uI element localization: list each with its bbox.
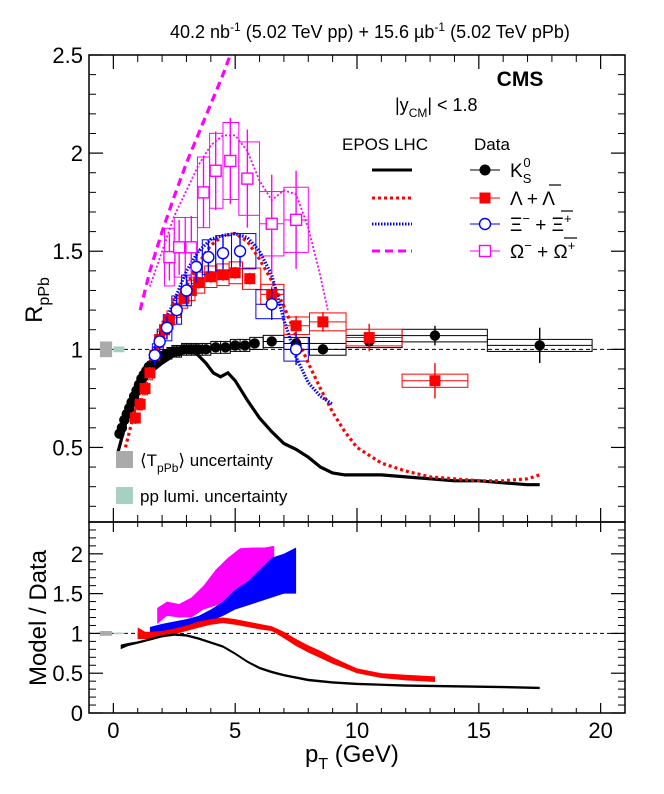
xi-point xyxy=(160,321,174,334)
ratio-band-3 xyxy=(157,545,275,624)
legend-k0s-label: KS0 xyxy=(510,155,532,186)
xi-point xyxy=(216,246,230,260)
omega-point xyxy=(197,186,210,199)
tppb-uncertainty-swatch xyxy=(116,451,133,468)
lambda-point xyxy=(144,367,156,379)
k0s-point xyxy=(116,422,128,434)
ratio-band-1 xyxy=(137,617,435,682)
legend-lam-label: Λ + Λ xyxy=(510,189,555,210)
lambda-point xyxy=(363,332,375,344)
cms-label: CMS xyxy=(497,68,544,91)
epos-curve-4 xyxy=(138,55,232,311)
bottom-y-tick-label: 2 xyxy=(71,542,83,567)
omega-point xyxy=(241,172,254,185)
bottom-y-tick-label: 1.5 xyxy=(52,582,83,607)
x-tick-label: 5 xyxy=(229,718,241,743)
lambda-point xyxy=(229,267,241,279)
lambda-band-start-marker xyxy=(137,627,148,640)
k0s-point xyxy=(317,344,329,355)
x-tick-label: 15 xyxy=(467,718,491,743)
x-tick-label: 0 xyxy=(107,718,119,743)
k0s-point xyxy=(200,344,212,355)
omega-point xyxy=(185,241,198,254)
xi-point xyxy=(153,335,166,348)
xi-point xyxy=(148,349,161,362)
lumi-norm-box-bottom xyxy=(113,632,125,635)
rapidity-label: |yCM| < 1.8 xyxy=(395,95,478,120)
k0s-point xyxy=(220,342,231,353)
top-y-tick-label: 1.5 xyxy=(52,239,83,264)
k0s-point xyxy=(193,344,204,355)
lambda-point xyxy=(244,273,256,285)
bottom-y-tick-label: 1 xyxy=(71,621,83,646)
k0s-point xyxy=(534,340,545,351)
ratio-band-2 xyxy=(149,547,297,635)
xi-point xyxy=(170,303,183,317)
k0s-point xyxy=(266,336,277,347)
legend-xi-label: Ξ− + Ξ+ xyxy=(510,211,572,236)
xi-point xyxy=(180,284,193,297)
tppb-norm-box-bottom xyxy=(99,631,113,636)
lambda-point xyxy=(429,375,441,387)
lambda-point xyxy=(317,316,329,328)
xi-point xyxy=(189,260,203,274)
bottom-y-tick-label: 0 xyxy=(71,701,83,726)
legend: KS0 Λ + Λ Ξ− + Ξ+ Ω− + Ω+ xyxy=(372,155,577,263)
legend-om-label: Ω− + Ω+ xyxy=(510,238,575,263)
xi-point xyxy=(289,343,303,356)
legend-xi-marker xyxy=(478,217,492,231)
k0s-point xyxy=(210,342,221,353)
omega-point xyxy=(209,164,222,177)
legend-k0s-marker xyxy=(479,164,491,176)
x-tick-label: 10 xyxy=(345,718,369,743)
epos-label: EPOS LHC xyxy=(342,135,428,154)
k0s-point xyxy=(249,338,260,349)
omega-point xyxy=(172,241,186,254)
xi-point xyxy=(265,297,278,311)
x-tick-label: 20 xyxy=(588,718,612,743)
x-axis-title: pT (GeV) xyxy=(305,741,399,773)
lumi-uncertainty-swatch xyxy=(116,487,133,504)
bottom-y-axis-title: Model / Data xyxy=(25,549,52,686)
bottom-y-tick-label: 0.5 xyxy=(52,661,83,686)
lambda-point xyxy=(193,277,205,289)
lumi-uncertainty-label: pp lumi. uncertainty xyxy=(140,487,288,506)
epos-curve-2 xyxy=(148,231,334,406)
omega-point xyxy=(265,217,278,230)
omega-point xyxy=(163,250,176,264)
lambda-point xyxy=(139,383,151,395)
k0s-point xyxy=(229,340,241,351)
top-y-tick-label: 2 xyxy=(71,141,83,166)
tppb-norm-box xyxy=(99,341,113,358)
omega-point xyxy=(289,213,303,227)
lambda-point xyxy=(129,412,141,424)
ratio-band-0 xyxy=(120,633,540,690)
k0s-point xyxy=(239,340,251,351)
lambda-point xyxy=(134,398,146,410)
header-luminosity: 40.2 nb-1 (5.02 TeV pp) + 15.6 µb-1 (5.0… xyxy=(170,20,570,42)
lambda-point xyxy=(290,320,302,332)
top-y-axis-title: RpPb xyxy=(21,277,53,323)
lumi-norm-box xyxy=(113,346,125,353)
omega-point xyxy=(224,154,237,168)
epos-curve-3 xyxy=(149,134,329,311)
legend-lam-marker xyxy=(479,192,491,204)
lambda-point xyxy=(217,269,229,281)
lambda-point xyxy=(205,271,217,283)
legend-om-marker xyxy=(478,244,492,258)
k0s-point xyxy=(429,330,441,341)
top-y-tick-label: 2.5 xyxy=(52,43,83,68)
lambda-point xyxy=(178,292,190,304)
data-label: Data xyxy=(474,135,510,154)
sys-box-1 xyxy=(241,267,262,290)
top-y-tick-label: 1 xyxy=(71,337,83,362)
top-panel-frame xyxy=(88,54,626,523)
lambda-point xyxy=(163,314,175,326)
top-y-tick-label: 0.5 xyxy=(52,435,83,460)
tppb-uncertainty-label: ⟨TpPb⟩ uncertainty xyxy=(140,451,273,475)
xi-point xyxy=(233,245,247,258)
xi-point xyxy=(202,250,215,264)
